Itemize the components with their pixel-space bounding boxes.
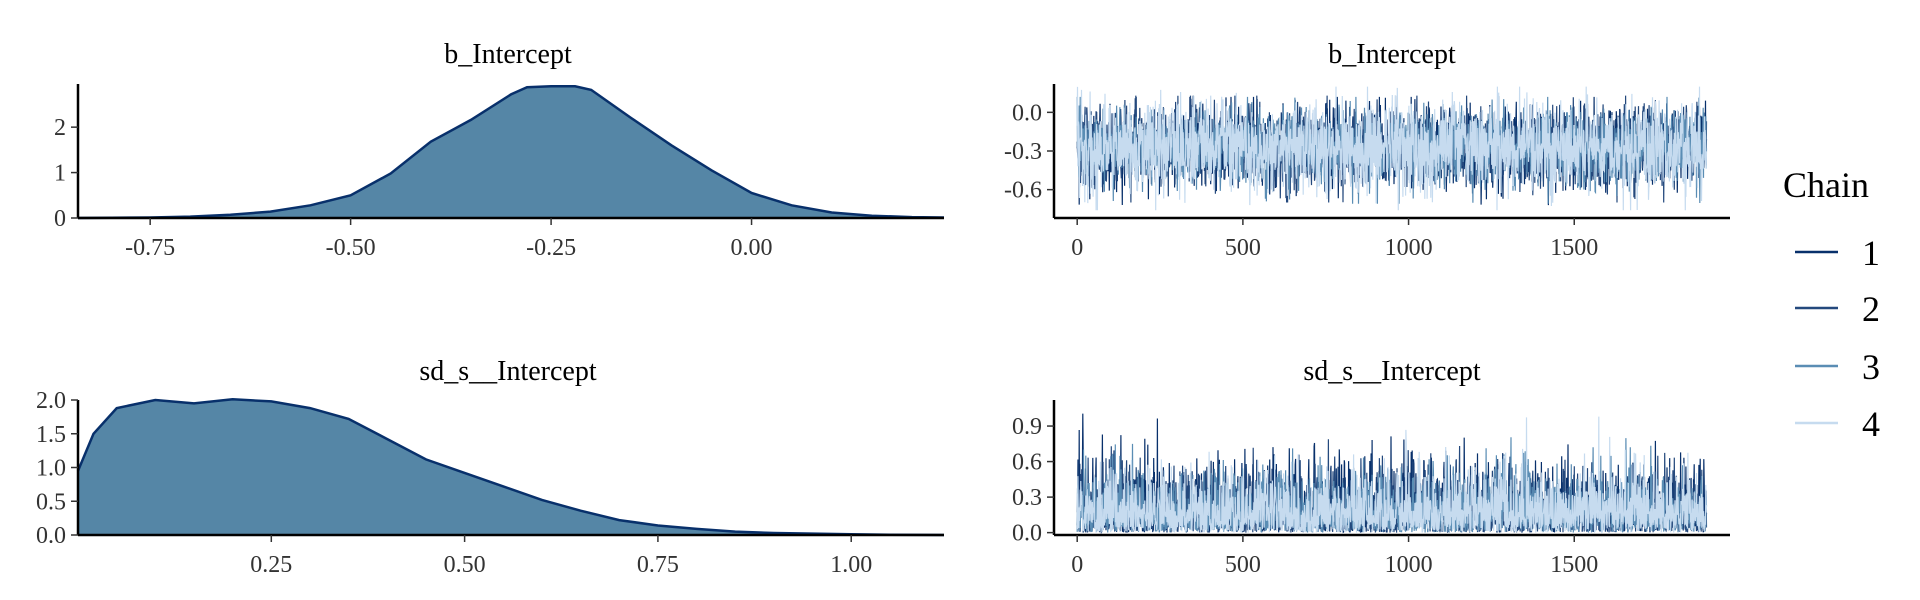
x-tick-label: 1000 [1385,552,1433,578]
density-curve [77,85,945,220]
x-tick-label: -0.25 [526,235,576,261]
x-tick-label: -0.50 [326,235,376,261]
y-tick-label: 0.3 [1012,485,1042,511]
y-tick-label: 0.0 [1012,100,1042,126]
density-curve [76,398,945,537]
y-tick-label: 0 [54,206,66,232]
x-tick-label: 0.00 [731,235,773,261]
y-tick-label: 2 [54,115,66,141]
trace-panel-sd-s-intercept: sd_s__Intercept 0 500 1000 1500 0.0 0.3 0.6 0.9 [1012,356,1730,578]
y-tick-label: 0.0 [36,523,66,549]
x-tick-label: 0.25 [250,552,292,578]
density-fill [78,86,944,218]
panel-title: b_Intercept [1328,39,1456,70]
x-tick-label: 500 [1225,552,1261,578]
density-fill [78,399,944,535]
x-tick-label: 0.75 [637,552,679,578]
density-panel-b-intercept: b_Intercept -0.75 -0.50 -0.25 0.00 0 1 2 [54,39,945,261]
legend-label-chain-4: 4 [1862,404,1880,444]
x-tick-label: 0.50 [444,552,486,578]
legend: Chain 1 2 3 4 [1783,165,1880,444]
panel-title: b_Intercept [444,39,572,70]
x-tick-label: 1500 [1550,552,1598,578]
x-tick-label: 1.00 [830,552,872,578]
x-tick-label: 1500 [1550,235,1598,261]
trace-panel-b-intercept: b_Intercept 0 500 1000 1500 0.0 -0.3 -0.6 [1004,39,1730,261]
y-tick-label: 0.9 [1012,414,1042,440]
y-tick-label: -0.6 [1004,178,1042,204]
y-tick-label: 1.0 [36,456,66,482]
trace-line-chain-4 [1076,86,1708,211]
y-tick-label: 1 [54,161,66,187]
x-tick-label: 500 [1225,235,1261,261]
panel-title: sd_s__Intercept [419,356,597,387]
x-tick-label: 0 [1071,552,1083,578]
x-tick-label: 0 [1071,235,1083,261]
x-tick-label: 1000 [1385,235,1433,261]
y-tick-label: 0.6 [1012,450,1042,476]
panel-title: sd_s__Intercept [1303,356,1481,387]
legend-title: Chain [1783,165,1869,205]
y-tick-label: 0.5 [36,489,66,515]
y-tick-label: -0.3 [1004,139,1042,165]
y-tick-label: 1.5 [36,422,66,448]
y-tick-label: 2.0 [36,388,66,414]
legend-label-chain-1: 1 [1862,233,1880,273]
legend-label-chain-3: 3 [1862,347,1880,387]
trace-line-chain-4 [1076,416,1708,534]
x-tick-label: -0.75 [125,235,175,261]
y-tick-label: 0.0 [1012,521,1042,547]
legend-label-chain-2: 2 [1862,289,1880,329]
density-panel-sd-s-intercept: sd_s__Intercept 0.25 0.50 0.75 1.00 0.0 0.5 1.… [36,356,945,578]
